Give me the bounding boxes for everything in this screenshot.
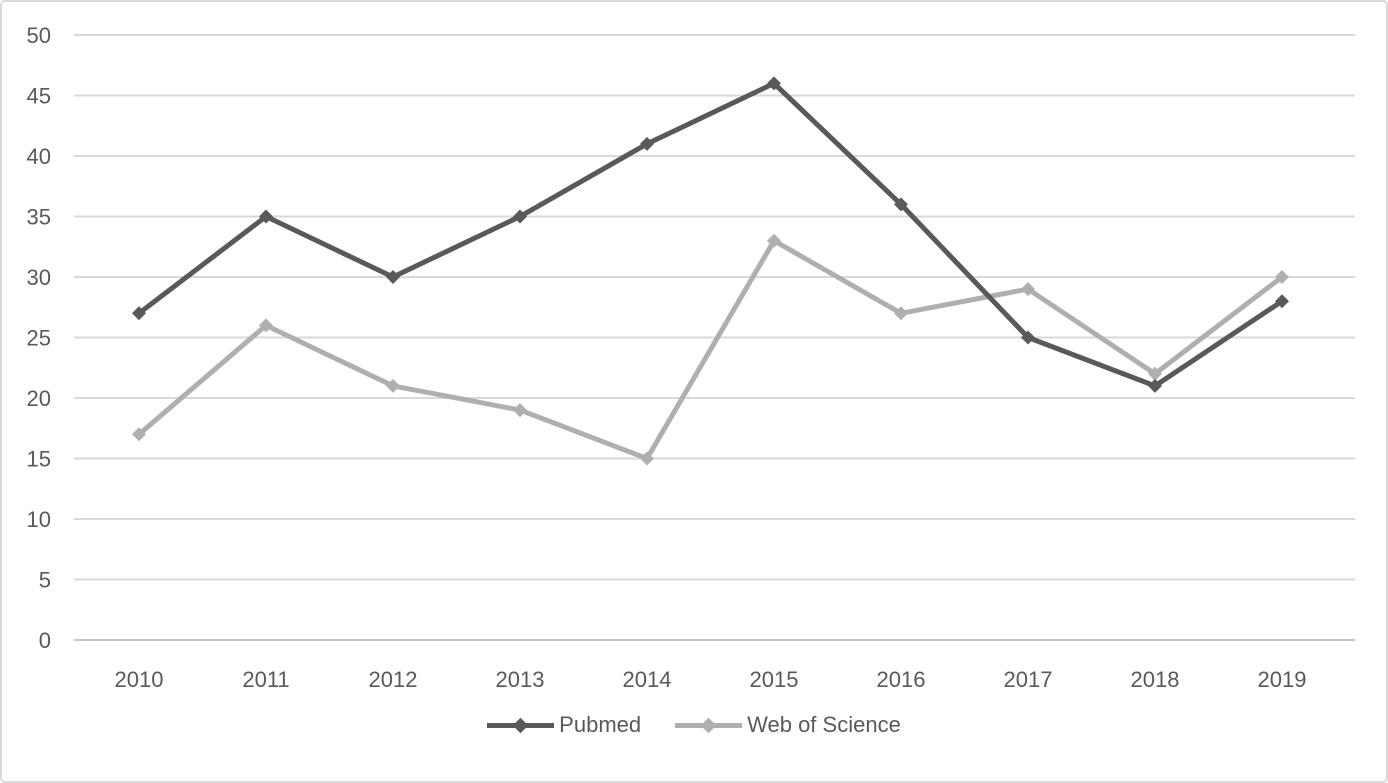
x-tick-label-2019: 2019 — [1258, 667, 1307, 692]
legend-diamond-icon-web-of-science — [700, 717, 717, 733]
x-tick-label-2018: 2018 — [1131, 667, 1180, 692]
legend-swatch-web-of-science — [675, 717, 743, 733]
legend-item-pubmed: Pubmed — [487, 714, 641, 736]
y-tick-label-25: 25 — [27, 326, 51, 351]
y-tick-label-5: 5 — [39, 568, 51, 593]
data-point-pubmed-2018 — [1148, 378, 1162, 393]
y-tick-label-15: 15 — [27, 447, 51, 472]
legend-swatch-pubmed — [487, 717, 555, 733]
x-tick-label-2012: 2012 — [369, 667, 418, 692]
data-point-pubmed-2016 — [894, 197, 908, 212]
series-line-web-of-science — [137, 237, 1284, 462]
y-tick-label-50: 50 — [27, 23, 51, 48]
chart-legend: Pubmed Web of Science — [2, 714, 1386, 736]
y-tick-label-0: 0 — [39, 628, 51, 653]
line-chart: 0 5 10 15 20 25 30 35 40 45 50 2010 2011 2012 2013 2014… — [27, 23, 1355, 692]
y-tick-label-40: 40 — [27, 144, 51, 169]
y-tick-label-45: 45 — [27, 84, 51, 109]
data-point-web-of-science-2018 — [1148, 366, 1162, 381]
data-point-web-of-science-2019 — [1275, 270, 1289, 284]
data-point-pubmed-2012 — [386, 270, 400, 284]
y-tick-label-10: 10 — [27, 507, 51, 532]
series-line-pubmed — [137, 80, 1284, 389]
x-tick-label-2010: 2010 — [115, 667, 164, 692]
legend-item-web-of-science: Web of Science — [675, 714, 901, 736]
x-tick-label-2013: 2013 — [496, 667, 545, 692]
data-point-web-of-science-2012 — [386, 378, 400, 393]
data-point-pubmed-2010 — [132, 306, 146, 321]
legend-label-pubmed: Pubmed — [559, 712, 642, 737]
data-point-pubmed-2013 — [513, 209, 527, 224]
data-point-web-of-science-2010 — [132, 427, 146, 442]
data-point-web-of-science-2017 — [1021, 282, 1035, 297]
data-point-web-of-science-2015 — [767, 233, 781, 248]
data-point-pubmed-2019 — [1275, 294, 1289, 309]
x-tick-label-2011: 2011 — [242, 667, 289, 692]
data-point-web-of-science-2016 — [894, 306, 908, 321]
legend-diamond-icon-pubmed — [512, 717, 529, 733]
data-point-web-of-science-2014 — [640, 451, 654, 466]
data-point-pubmed-2014 — [640, 136, 654, 151]
y-tick-label-20: 20 — [27, 386, 51, 411]
x-tick-label-2015: 2015 — [750, 667, 799, 692]
data-point-pubmed-2015 — [767, 76, 781, 91]
x-tick-label-2014: 2014 — [623, 667, 672, 692]
data-point-web-of-science-2013 — [513, 403, 527, 418]
y-tick-label-35: 35 — [27, 205, 51, 230]
x-tick-label-2017: 2017 — [1004, 667, 1053, 692]
data-point-pubmed-2017 — [1021, 330, 1035, 345]
x-tick-label-2016: 2016 — [877, 667, 926, 692]
legend-label-web-of-science: Web of Science — [747, 712, 901, 737]
data-point-pubmed-2011 — [259, 209, 273, 224]
y-tick-label-30: 30 — [27, 265, 51, 290]
data-point-web-of-science-2011 — [259, 318, 273, 333]
